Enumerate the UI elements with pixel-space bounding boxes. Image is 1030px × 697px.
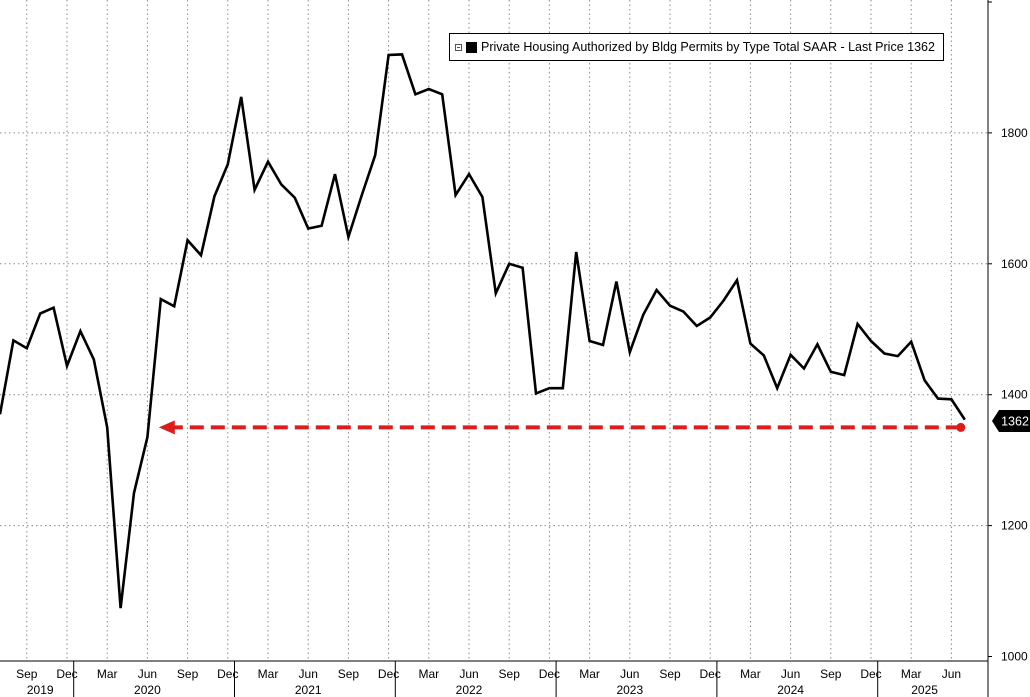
y-tick-label: 1200 — [1001, 519, 1028, 533]
annotation-arrow — [158, 420, 966, 435]
x-tick-label: Sep — [338, 667, 360, 681]
x-tick-label: Mar — [740, 667, 761, 681]
x-tick-label: Sep — [499, 667, 521, 681]
x-year-label: 2021 — [295, 683, 322, 697]
x-tick-label: Dec — [56, 667, 77, 681]
x-tick-label: Dec — [539, 667, 560, 681]
x-tick-label: Sep — [16, 667, 38, 681]
x-tick-label: Jun — [942, 667, 961, 681]
x-tick-label: Sep — [177, 667, 199, 681]
x-year-label: 2024 — [777, 683, 804, 697]
x-year-label: 2019 — [27, 683, 54, 697]
y-tick-label: 1800 — [1001, 126, 1028, 140]
x-year-label: 2025 — [911, 683, 938, 697]
gridlines — [0, 0, 988, 661]
y-axis-tick-labels: 1000 1200 1400 1600 1800 — [1001, 126, 1028, 664]
legend-swatch — [466, 41, 477, 53]
x-tick-label: Sep — [659, 667, 681, 681]
x-tick-label: Jun — [459, 667, 478, 681]
y-tick-label: 1600 — [1001, 257, 1028, 271]
x-tick-label: Dec — [860, 667, 881, 681]
x-axis-tick-labels: Sep Dec Mar Jun Sep Dec Mar Jun Sep Dec Mar Jun Sep D… — [16, 667, 961, 697]
x-tick-label: Jun — [620, 667, 639, 681]
x-tick-label: Mar — [901, 667, 922, 681]
last-value-label: 1362 — [1001, 415, 1029, 429]
x-tick-label: Jun — [299, 667, 318, 681]
x-tick-label: Mar — [579, 667, 600, 681]
series-line — [0, 53, 966, 609]
annotation-arrowhead — [158, 420, 175, 435]
last-value-badge-shape — [992, 410, 1030, 432]
x-tick-label: Jun — [138, 667, 157, 681]
y-tick-label: 1000 — [1001, 650, 1028, 664]
legend-collapse-icon[interactable] — [455, 43, 462, 51]
x-tick-label: Dec — [378, 667, 399, 681]
x-tick-label: Mar — [97, 667, 118, 681]
annotation-dot — [956, 422, 966, 432]
x-year-label: 2020 — [134, 683, 161, 697]
axes — [0, 0, 992, 697]
x-tick-label: Mar — [258, 667, 279, 681]
x-tick-label: Mar — [418, 667, 439, 681]
x-tick-label: Jun — [781, 667, 800, 681]
last-value-badge: 1362 — [992, 410, 1030, 432]
x-year-label: 2023 — [616, 683, 643, 697]
x-tick-label: Dec — [217, 667, 238, 681]
legend: Private Housing Authorized by Bldg Permi… — [449, 33, 944, 61]
y-tick-label: 1400 — [1001, 388, 1028, 402]
legend-label: Private Housing Authorized by Bldg Permi… — [481, 40, 935, 54]
x-tick-label: Dec — [700, 667, 721, 681]
x-year-label: 2022 — [456, 683, 483, 697]
x-tick-label: Sep — [820, 667, 842, 681]
series-lines — [0, 53, 966, 609]
